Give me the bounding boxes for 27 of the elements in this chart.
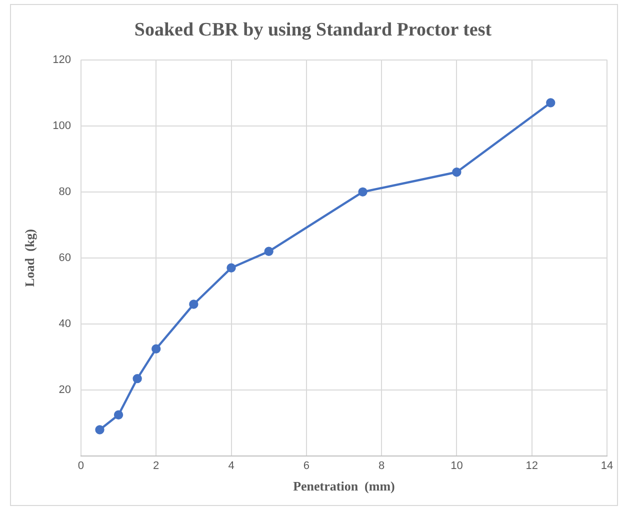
point	[264, 246, 274, 256]
y-axis-title: Load (kg)	[22, 229, 38, 287]
x-axis-title: Penetration (mm)	[293, 478, 395, 494]
x-tick-label: 12	[526, 460, 538, 472]
x-tick-label: 2	[153, 460, 160, 472]
y-tick-label: 40	[58, 318, 71, 330]
point	[95, 425, 104, 434]
point	[132, 374, 142, 384]
point	[358, 187, 368, 197]
y-tick-label: 80	[58, 186, 71, 198]
chart-title: Soaked CBR by using Standard Proctor test	[134, 19, 492, 40]
y-tick-label: 60	[58, 252, 71, 264]
point	[114, 410, 124, 420]
x-tick-label: 0	[78, 460, 84, 472]
x-tick-label: 4	[228, 460, 234, 472]
y-tick-label: 100	[52, 120, 71, 132]
point	[226, 263, 236, 273]
y-tick-label: 120	[52, 54, 71, 66]
x-tick-label: 10	[450, 460, 463, 472]
x-tick-label: 6	[303, 460, 310, 472]
point	[546, 98, 556, 108]
y-tick-label: 20	[58, 384, 71, 396]
x-tick-label: 14	[600, 460, 614, 472]
point	[189, 300, 198, 309]
point	[452, 168, 462, 177]
point	[152, 344, 161, 354]
x-tick-label: 8	[378, 460, 385, 472]
